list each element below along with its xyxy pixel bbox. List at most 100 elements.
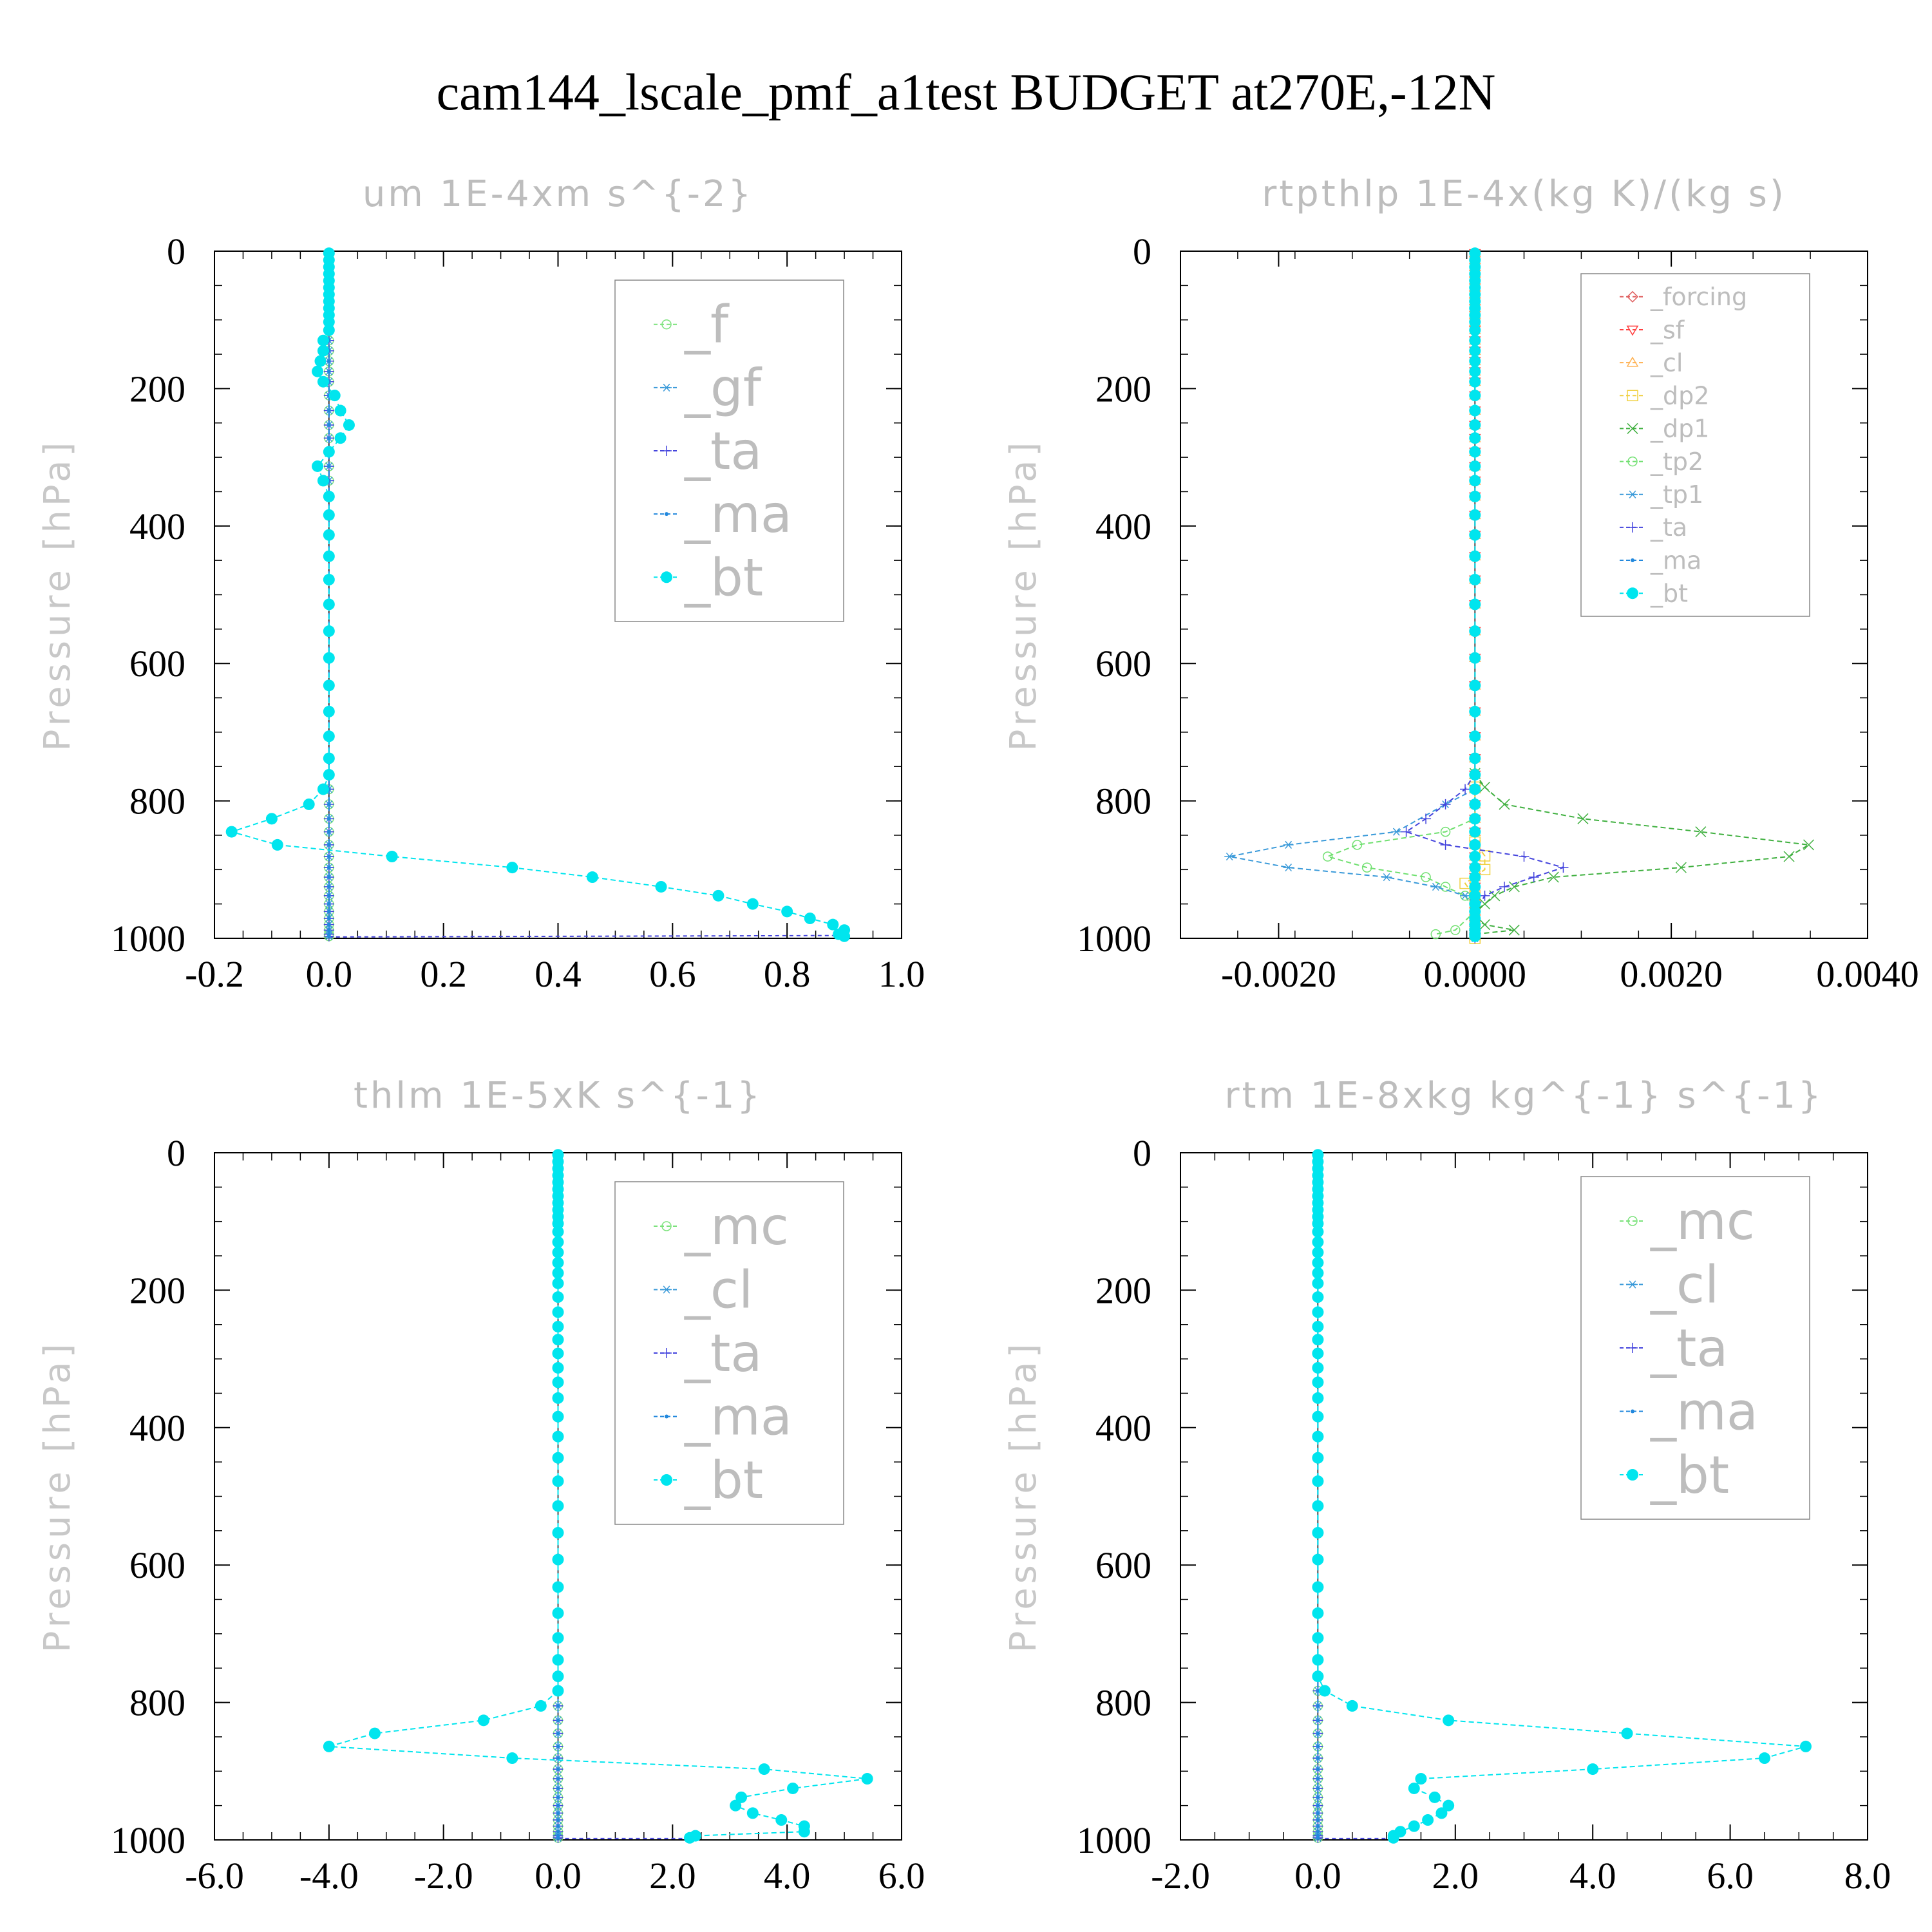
data-point bbox=[1469, 490, 1481, 502]
data-point bbox=[1312, 1607, 1324, 1619]
data-point bbox=[1783, 851, 1795, 862]
legend-marker bbox=[1626, 325, 1639, 336]
x-tick-label: 0.2 bbox=[420, 953, 467, 995]
data-point bbox=[758, 1763, 770, 1776]
legend-marker bbox=[1631, 1409, 1634, 1414]
data-point bbox=[1312, 1236, 1324, 1248]
data-point bbox=[552, 1632, 564, 1644]
data-point bbox=[552, 1256, 564, 1269]
data-point bbox=[1469, 880, 1481, 893]
y-tick-label: 1000 bbox=[111, 918, 185, 960]
data-point bbox=[781, 905, 793, 918]
data-point bbox=[1499, 881, 1510, 892]
data-point bbox=[552, 1581, 564, 1593]
legend-marker bbox=[661, 446, 672, 456]
data-point bbox=[1548, 871, 1559, 883]
data-point bbox=[1316, 1786, 1320, 1790]
series-bt bbox=[225, 247, 851, 942]
legend-label: _ma bbox=[1650, 546, 1701, 574]
data-point bbox=[1469, 509, 1481, 521]
data-point bbox=[1469, 838, 1481, 851]
legend-marker bbox=[665, 1414, 668, 1419]
data-point bbox=[552, 1347, 564, 1359]
data-point bbox=[265, 813, 278, 825]
data-point bbox=[556, 1767, 560, 1772]
y-tick-label: 800 bbox=[1095, 1682, 1151, 1724]
data-point bbox=[323, 652, 335, 664]
data-point bbox=[556, 1803, 560, 1808]
legend-label: _bt bbox=[684, 547, 763, 607]
data-point bbox=[1469, 529, 1481, 541]
data-point bbox=[1621, 1727, 1633, 1739]
legend-marker bbox=[1627, 522, 1638, 533]
legend-box bbox=[1580, 1176, 1810, 1520]
data-point bbox=[1577, 813, 1589, 824]
data-point bbox=[838, 930, 851, 942]
legend-marker bbox=[661, 1474, 672, 1486]
data-point bbox=[323, 490, 335, 502]
panel-title: rtm 1E-8xkg kg^{-1} s^{-1} bbox=[1224, 1075, 1823, 1117]
data-point bbox=[1469, 355, 1481, 367]
legend-marker bbox=[1627, 390, 1638, 402]
data-point bbox=[1316, 1718, 1320, 1723]
data-point bbox=[317, 334, 329, 346]
data-point bbox=[1408, 1820, 1420, 1832]
chart-panel-4: rtm 1E-8xkg kg^{-1} s^{-1} -2.0 0.0 2.0 4.0 6… bbox=[1003, 1075, 1891, 1897]
data-point bbox=[1312, 1392, 1324, 1404]
legend-marker bbox=[661, 319, 672, 330]
data-point bbox=[334, 404, 346, 417]
legend-marker bbox=[1627, 1280, 1638, 1289]
data-point bbox=[1469, 930, 1481, 942]
legend-marker bbox=[1631, 558, 1634, 563]
x-tick-label: 0.0040 bbox=[1816, 953, 1919, 995]
data-point bbox=[327, 893, 331, 898]
data-point bbox=[1519, 851, 1530, 862]
data-point bbox=[1312, 1267, 1324, 1279]
y-tick-label: 1000 bbox=[111, 1819, 185, 1861]
data-point bbox=[1479, 781, 1491, 793]
panel-title: um 1E-4xm s^{-2} bbox=[363, 173, 753, 215]
y-tick-label: 400 bbox=[129, 506, 185, 547]
data-point bbox=[1316, 1689, 1320, 1693]
legend: _mc_cl_ta_ma_bt bbox=[614, 1181, 844, 1525]
data-point bbox=[1587, 1763, 1599, 1776]
data-point bbox=[1316, 1703, 1320, 1708]
data-point bbox=[323, 446, 335, 458]
data-point bbox=[1469, 365, 1481, 377]
data-point bbox=[552, 1475, 564, 1488]
data-point bbox=[552, 1361, 564, 1374]
data-point bbox=[556, 1756, 560, 1761]
legend-marker bbox=[661, 1348, 672, 1358]
series-bt bbox=[323, 1149, 873, 1844]
data-point bbox=[1440, 799, 1451, 810]
y-tick-label: 200 bbox=[1095, 368, 1151, 410]
x-tick-label: 0.4 bbox=[535, 953, 582, 995]
data-point bbox=[314, 355, 327, 367]
data-point bbox=[323, 769, 335, 781]
data-point bbox=[1312, 1527, 1324, 1539]
legend-marker bbox=[661, 1285, 672, 1294]
data-point bbox=[556, 1795, 560, 1799]
data-point bbox=[303, 798, 315, 810]
legend-label: _ma bbox=[1650, 1382, 1758, 1442]
legend-marker bbox=[1627, 1343, 1638, 1353]
data-point bbox=[552, 1277, 564, 1289]
data-point bbox=[334, 432, 346, 444]
data-point bbox=[556, 1731, 560, 1736]
data-point bbox=[1469, 446, 1481, 458]
y-tick-label: 200 bbox=[129, 368, 185, 410]
data-point bbox=[327, 436, 331, 440]
data-point bbox=[1312, 1291, 1324, 1303]
x-tick-label: 1.0 bbox=[878, 953, 925, 995]
x-tick-label: 2.0 bbox=[1432, 1855, 1479, 1897]
data-point bbox=[556, 1718, 560, 1723]
data-point bbox=[1422, 1814, 1434, 1826]
data-point bbox=[323, 574, 335, 586]
data-point bbox=[827, 918, 839, 931]
data-point bbox=[225, 826, 238, 838]
x-tick-label: -0.0020 bbox=[1221, 953, 1336, 995]
data-point bbox=[327, 464, 331, 468]
data-point bbox=[552, 1246, 564, 1258]
legend-marker bbox=[1626, 356, 1639, 367]
data-point bbox=[1312, 1306, 1324, 1318]
